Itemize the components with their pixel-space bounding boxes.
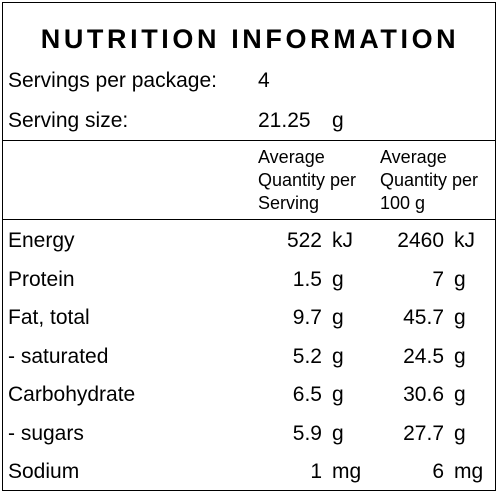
nutrient-name: - sugars [8,422,84,445]
col-serving-line-1: Average [258,147,325,167]
col-serving-line-3: Serving [258,193,320,213]
per-100g-value: 7 [432,268,444,291]
per-100g-unit: g [454,383,466,406]
nutrient-name: Protein [8,268,75,291]
per-100g-unit: mg [454,460,484,483]
per-serving-unit: mg [332,460,362,483]
per-serving-value: 1 [310,460,322,483]
per-serving-value: 1.5 [292,268,322,291]
serving-size-value: 21.25 [258,109,311,132]
per-serving-unit: g [332,422,344,445]
nutrition-panel [2,2,496,491]
per-100g-unit: g [454,422,466,445]
per-100g-value: 2460 [397,229,444,252]
nutrient-name: Energy [8,229,75,252]
per-serving-value: 5.2 [292,345,322,368]
panel-title: NUTRITION INFORMATION [40,24,460,54]
col-100g-line-1: Average [380,147,447,167]
per-serving-unit: kJ [332,229,353,252]
nutrient-name: - saturated [8,345,109,368]
per-serving-value: 522 [286,229,322,252]
per-serving-value: 6.5 [292,383,322,406]
per-100g-unit: kJ [454,229,475,252]
nutrient-name: Carbohydrate [8,383,136,406]
per-100g-value: 45.7 [403,306,444,329]
col-100g-line-2: Quantity per [380,170,479,190]
per-serving-unit: g [332,268,344,291]
per-serving-unit: g [332,383,344,406]
per-100g-value: 30.6 [403,383,444,406]
per-100g-value: 6 [432,460,444,483]
col-serving-line-2: Quantity per [258,170,357,190]
servings-label: Servings per package: [8,69,217,92]
per-100g-unit: g [454,345,466,368]
serving-size-label: Serving size: [8,109,129,132]
per-100g-value: 27.7 [403,422,444,445]
per-100g-value: 24.5 [403,345,444,368]
per-serving-value: 9.7 [292,306,322,329]
per-serving-unit: g [332,306,344,329]
nutrient-name: Sodium [8,460,80,483]
per-serving-value: 5.9 [292,422,322,445]
per-100g-unit: g [454,306,466,329]
nutrient-name: Fat, total [8,306,90,329]
serving-size-unit: g [332,109,344,132]
col-100g-line-3: 100 g [380,193,426,213]
table-divider [2,219,496,220]
header-divider [2,140,496,141]
servings-value: 4 [258,69,270,92]
per-serving-unit: g [332,345,344,368]
per-100g-unit: g [454,268,466,291]
